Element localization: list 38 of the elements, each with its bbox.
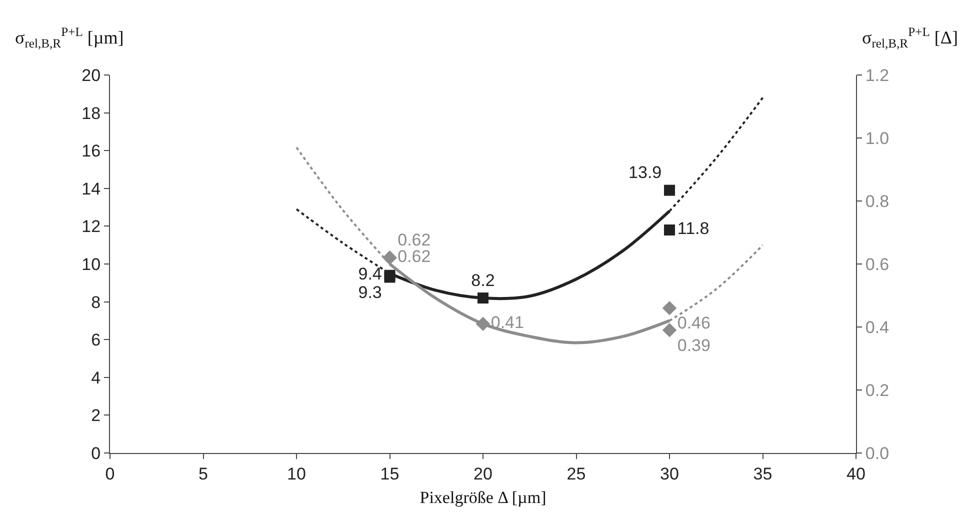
x-tick-label: 40 xyxy=(846,464,866,484)
y-tick-label: 0 xyxy=(91,444,101,463)
data-label: 0.46 xyxy=(677,314,710,333)
y-tick-label: 14 xyxy=(82,179,101,198)
y2-tick-label: 1.2 xyxy=(865,66,890,85)
x-tick-label: 25 xyxy=(566,464,586,484)
y2-tick-label: 0.0 xyxy=(865,444,890,463)
x-tick-label: 10 xyxy=(287,464,306,484)
y-tick-label: 10 xyxy=(82,254,101,274)
x-tick-label: 0 xyxy=(105,464,115,484)
y-tick-label: 16 xyxy=(82,142,101,161)
x-tick-label: 35 xyxy=(753,464,772,484)
x-tick-label: 15 xyxy=(380,464,400,484)
y2-tick-label: 0.8 xyxy=(865,192,890,211)
x-tick-label: 30 xyxy=(660,464,679,484)
y2-axis-title: σ$_{rel,B,R}$$^{P+L}$ [Δ] xyxy=(862,25,958,50)
x-tick-label: 20 xyxy=(474,464,492,484)
data-label: 9.3 xyxy=(358,282,382,302)
y-tick-label: 6 xyxy=(91,330,101,350)
y-tick-label: 12 xyxy=(82,217,101,236)
data-label: 11.8 xyxy=(677,219,710,238)
y2-tick-label: 0.6 xyxy=(865,254,890,274)
data-label: 9.4 xyxy=(358,264,382,284)
y-tick-label: 2 xyxy=(91,406,101,426)
data-label: 8.2 xyxy=(471,270,495,290)
data-label: 13.9 xyxy=(628,163,662,182)
y2-tick-label: 0.4 xyxy=(865,318,890,337)
y-tick-label: 18 xyxy=(82,104,101,123)
y2-tick-label: 1.0 xyxy=(865,128,890,148)
y-tick-label: 4 xyxy=(91,368,101,388)
y-tick-label: 20 xyxy=(82,66,101,85)
y2-tick-label: 0.2 xyxy=(865,380,890,400)
data-label: 0.39 xyxy=(677,336,710,355)
y-axis-title: σ$_{rel,B,R}$$^{P+L}$ [µm] xyxy=(15,25,124,50)
y-tick-label: 8 xyxy=(91,292,101,312)
x-tick-label: 5 xyxy=(198,464,208,484)
data-label: 0.41 xyxy=(490,313,524,332)
x-axis-title: Pixelgröße Δ [µm] xyxy=(420,488,546,507)
